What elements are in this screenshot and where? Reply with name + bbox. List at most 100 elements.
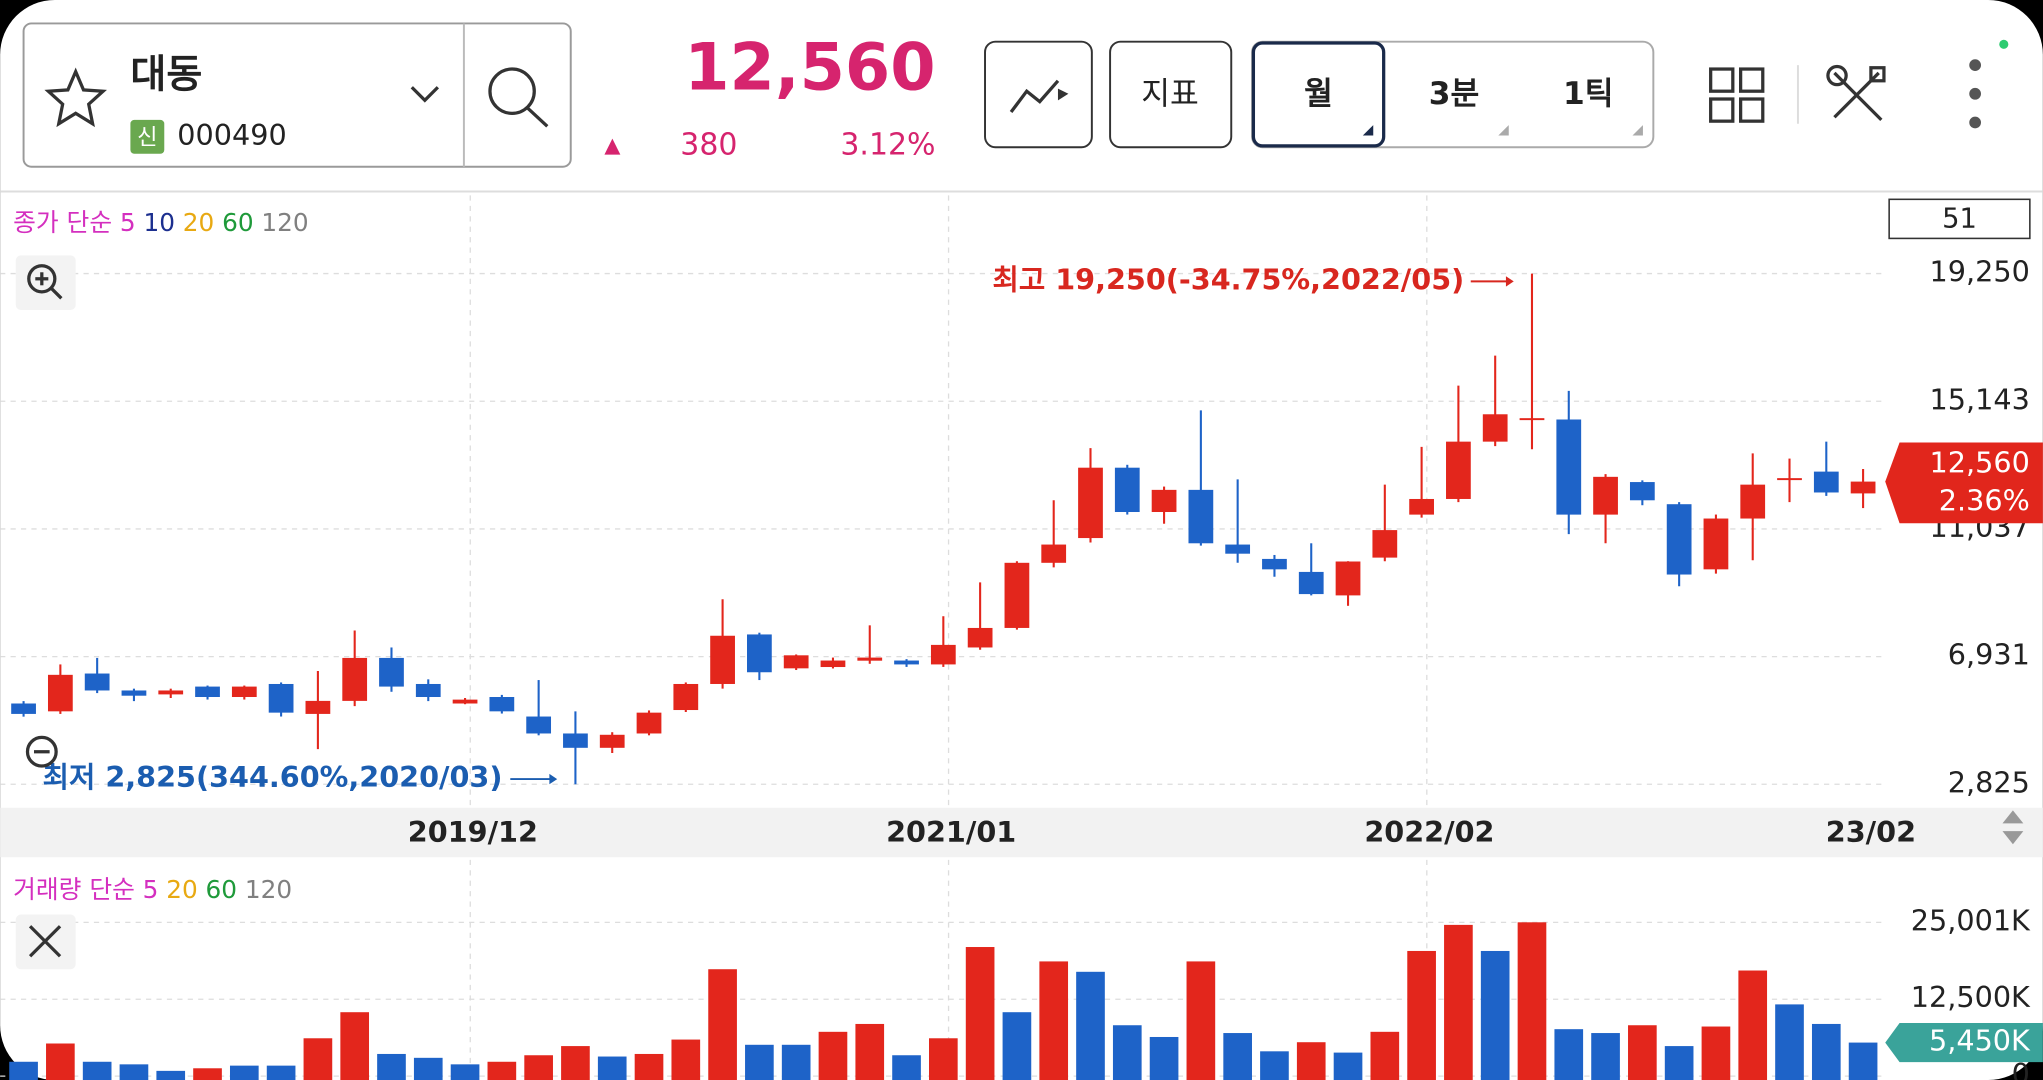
x-axis-band bbox=[0, 807, 2043, 858]
candle-body bbox=[121, 690, 147, 696]
search-handle bbox=[526, 106, 549, 128]
volume-bar bbox=[1223, 1033, 1252, 1080]
volume-bar bbox=[1186, 961, 1216, 1080]
candle-body bbox=[1777, 478, 1802, 481]
y-tick-label: 19,250 bbox=[1930, 255, 2030, 289]
candle-body bbox=[857, 657, 883, 661]
annotation-low: 최저 2,825(344.60%,2020/03) bbox=[43, 760, 503, 794]
search-icon[interactable] bbox=[488, 67, 536, 115]
candle-body bbox=[342, 657, 368, 701]
candle-body bbox=[1262, 558, 1287, 570]
x-tick-label: 2022/02 bbox=[1364, 815, 1494, 849]
volume-bar bbox=[46, 1043, 75, 1080]
legend-item: 5 bbox=[143, 875, 159, 904]
scroll-up[interactable] bbox=[2002, 810, 2024, 824]
period-selected[interactable] bbox=[1251, 41, 1386, 148]
period-corner bbox=[1362, 125, 1374, 136]
volume-bar bbox=[561, 1046, 590, 1080]
volume-bar bbox=[266, 1065, 296, 1080]
price-legend: 종가 단순 5 10 20 60 120 bbox=[13, 208, 309, 237]
candle-body bbox=[158, 690, 184, 695]
current-price: 12,560 bbox=[684, 31, 935, 106]
volume-bar bbox=[524, 1055, 553, 1080]
volume-bar bbox=[855, 1023, 885, 1080]
favorite-star[interactable] bbox=[44, 67, 107, 128]
scroll-down[interactable] bbox=[2002, 831, 2024, 845]
x-axis: 2019/12 2021/01 2022/02 23/02 bbox=[408, 815, 1916, 849]
y-tick-label: 2,825 bbox=[1948, 765, 2030, 799]
volume-bar bbox=[597, 1056, 627, 1080]
last-volume-tag bbox=[1885, 1023, 2043, 1063]
layout-icon[interactable] bbox=[1709, 67, 1765, 123]
annotation-high: 최고 19,250(-34.75%,2022/05) bbox=[993, 262, 1465, 296]
candle-body bbox=[231, 686, 257, 698]
y-tick-label: 0 bbox=[2012, 1057, 2030, 1080]
badge-bg bbox=[130, 119, 165, 154]
candle-body bbox=[636, 712, 662, 734]
annotation-arrowhead bbox=[549, 773, 558, 785]
volume-bar bbox=[1554, 1029, 1584, 1080]
x-tick-label: 2019/12 bbox=[408, 815, 538, 849]
candle-body bbox=[930, 644, 956, 665]
menu-dot bbox=[1969, 116, 1981, 129]
legend-item: 60 bbox=[206, 875, 238, 904]
candle-body bbox=[1813, 471, 1839, 493]
volume-bar bbox=[671, 1039, 701, 1080]
candle-body bbox=[1225, 544, 1251, 554]
candle-body bbox=[1482, 414, 1508, 442]
menu-dot bbox=[1969, 87, 1981, 100]
candle-body bbox=[11, 703, 36, 714]
legend-item: 120 bbox=[245, 875, 292, 904]
indicator-button[interactable] bbox=[1109, 40, 1233, 149]
candle-body bbox=[1335, 561, 1361, 596]
candle-body bbox=[1629, 482, 1655, 501]
legend-item: 5 bbox=[120, 208, 136, 237]
candle-body bbox=[673, 683, 699, 711]
legend-item: 10 bbox=[143, 208, 175, 237]
x-tick-label: 2021/01 bbox=[886, 815, 1016, 849]
menu-dot[interactable] bbox=[1969, 59, 1981, 72]
volume-legend: 거래량 단순 5 20 60 120 bbox=[13, 875, 292, 904]
candle-body bbox=[783, 655, 809, 669]
stock-name: 대동 bbox=[130, 52, 202, 97]
volume-bar bbox=[929, 1038, 958, 1080]
tools-icon[interactable] bbox=[1826, 64, 1886, 122]
candle-body bbox=[305, 700, 331, 714]
volume-bar bbox=[1664, 1046, 1694, 1080]
dropdown-chevron[interactable] bbox=[410, 86, 440, 103]
period-label: 월 bbox=[1304, 76, 1333, 112]
volume-bar bbox=[818, 1031, 848, 1080]
volume-bar bbox=[1811, 1023, 1841, 1080]
x-tick-label: 23/02 bbox=[1826, 815, 1916, 849]
candle-body bbox=[1078, 467, 1103, 539]
volume-bar bbox=[1002, 1012, 1032, 1080]
candle-body bbox=[894, 660, 919, 665]
candle-body bbox=[1850, 481, 1876, 494]
period-label: 1틱 bbox=[1563, 76, 1614, 112]
y-tick-label: 12,500K bbox=[1911, 980, 2031, 1014]
volume-bar bbox=[965, 947, 995, 1080]
close-volume[interactable] bbox=[15, 914, 76, 970]
chart-type-arrow bbox=[1057, 88, 1069, 101]
candle-body bbox=[1409, 498, 1434, 515]
chart-type-button[interactable] bbox=[984, 40, 1093, 149]
candle-body bbox=[415, 683, 441, 698]
count-box bbox=[1888, 198, 2031, 240]
candle-body bbox=[1703, 518, 1729, 570]
candle-body bbox=[452, 699, 478, 704]
candle-body bbox=[820, 660, 846, 668]
candle-body bbox=[489, 697, 515, 712]
volume-bar bbox=[1333, 1052, 1363, 1080]
volume-bar bbox=[303, 1038, 333, 1080]
candle-body bbox=[1114, 467, 1140, 513]
candle-body bbox=[1151, 489, 1177, 513]
volume-bar bbox=[1738, 970, 1768, 1080]
candle-body bbox=[1519, 418, 1545, 421]
status-dot bbox=[1999, 39, 2009, 49]
zoom-in[interactable] bbox=[15, 255, 76, 311]
candle-body bbox=[1740, 484, 1766, 519]
zoom-out[interactable] bbox=[25, 735, 58, 768]
candle-body bbox=[84, 673, 110, 691]
change-rate: 3.12% bbox=[840, 127, 935, 162]
